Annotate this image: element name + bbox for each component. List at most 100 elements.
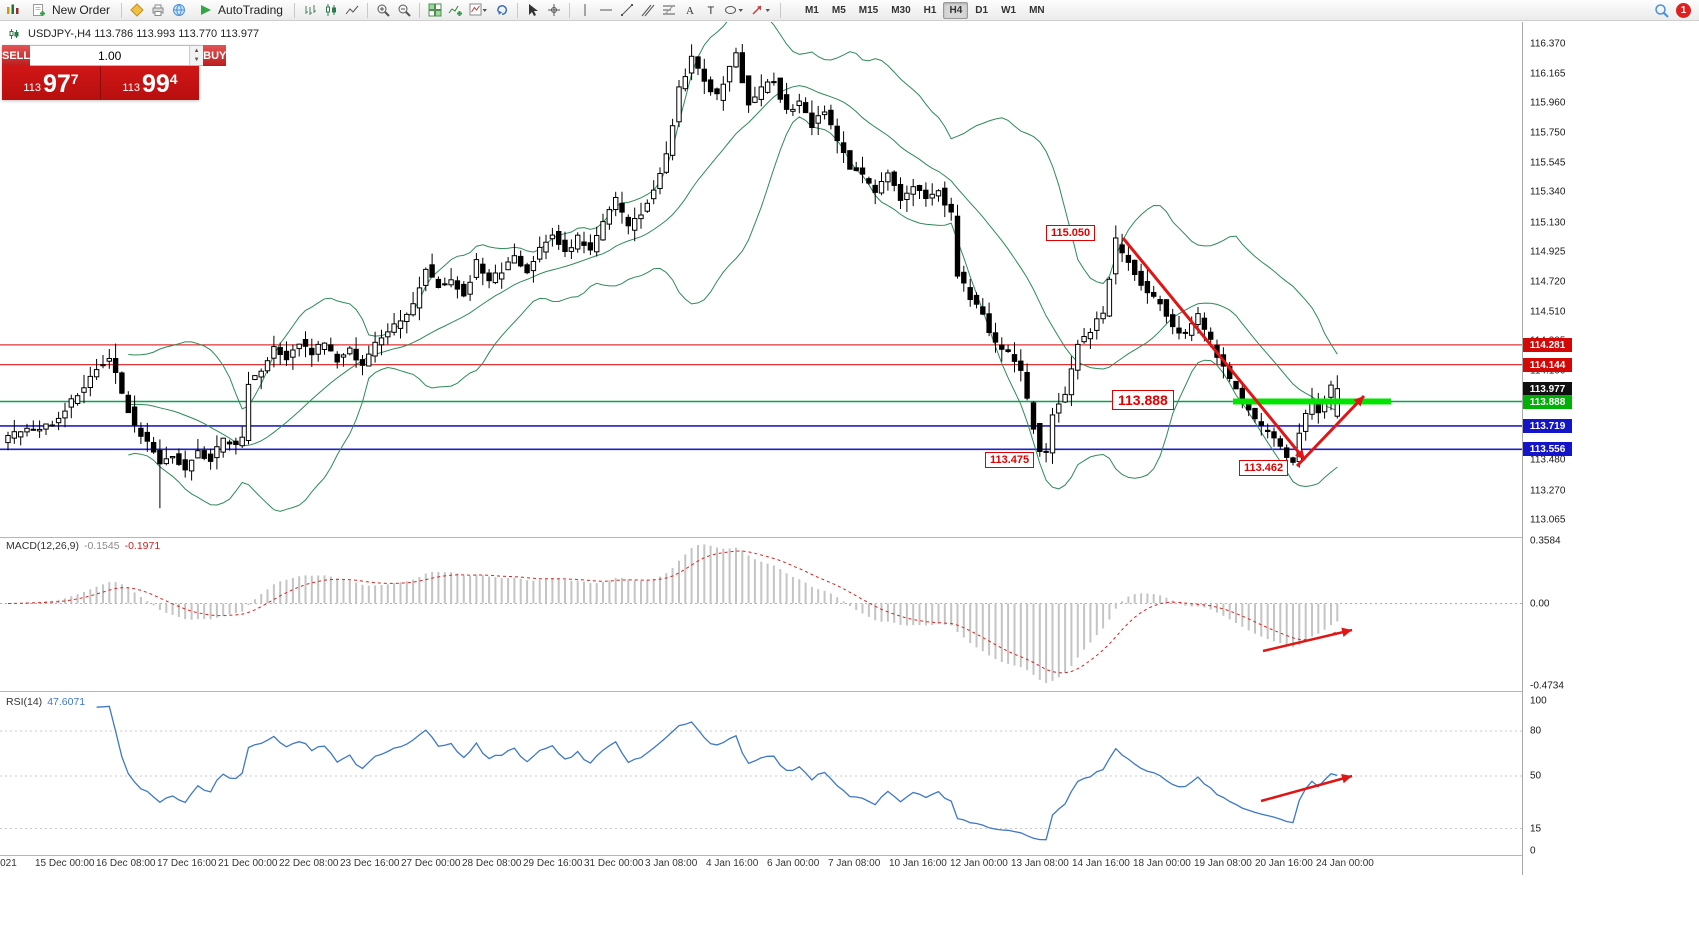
macd-name: MACD(12,26,9) [6, 540, 79, 552]
fibonacci-tool-icon[interactable] [660, 2, 678, 18]
volume-increase-button[interactable]: ▲ [190, 46, 204, 56]
price-tick: 113.480 [1530, 454, 1566, 466]
rsi-indicator-panel[interactable] [0, 693, 1522, 855]
tile-windows-icon[interactable] [426, 2, 444, 18]
time-label: 10 Jan 16:00 [889, 858, 947, 869]
buy-button[interactable]: BUY [203, 45, 227, 66]
label-tool-icon[interactable]: T [702, 2, 720, 18]
time-label: 29 Dec 16:00 [523, 858, 583, 869]
bid-price-sup: 7 [70, 71, 79, 87]
candlestick-chart-icon[interactable] [322, 2, 340, 18]
timeframe-W1[interactable]: W1 [1001, 4, 1017, 16]
svg-text:T: T [707, 5, 714, 17]
time-label: 17 Dec 16:00 [157, 858, 217, 869]
volume-spinner: ▲ ▼ [189, 46, 204, 65]
timeframe-M5[interactable]: M5 [831, 4, 846, 16]
cursor-icon[interactable] [524, 2, 542, 18]
timeframe-D1[interactable]: D1 [975, 4, 989, 16]
timeframe-H1[interactable]: H1 [923, 4, 937, 16]
volume-decrease-button[interactable]: ▼ [190, 55, 204, 65]
rsi-scale-tick: 50 [1530, 770, 1542, 782]
toolbar-separator [568, 2, 570, 18]
toolbar-separator [779, 2, 781, 18]
channel-tool-icon[interactable] [639, 2, 657, 18]
trendline-tool-icon[interactable] [618, 2, 636, 18]
timeframe-H4[interactable]: H4 [943, 1, 969, 19]
bar-chart-icon[interactable] [301, 2, 319, 18]
symbol-chart-icon [5, 26, 23, 42]
timeframe-M30[interactable]: M30 [891, 4, 911, 16]
time-label: 4 Jan 16:00 [706, 858, 759, 869]
new-order-label: New Order [52, 3, 111, 17]
price-tick: 115.340 [1530, 186, 1566, 198]
trade-panel-prices: 113 97 7 113 99 4 [2, 66, 199, 100]
macd-scale-tick: -0.4734 [1530, 680, 1564, 692]
trend-arrow-2[interactable] [1295, 394, 1366, 468]
macd-label: MACD(12,26,9) -0.1545 -0.1971 [6, 540, 160, 552]
new-order-button[interactable]: New Order [25, 1, 115, 19]
zoom-out-icon[interactable] [395, 2, 413, 18]
price-tick: 113.270 [1530, 485, 1566, 497]
volume-field: ▲ ▼ [30, 45, 204, 66]
print-icon[interactable] [149, 2, 167, 18]
panel-separator[interactable] [0, 691, 1522, 692]
arrows-dropdown-icon[interactable] [750, 2, 774, 18]
timeframe-toolbar: M1 M5 M15 M30 H1 H4 D1 W1 MN [799, 1, 1051, 19]
price-tick: 114.925 [1530, 246, 1566, 258]
zoom-in-icon[interactable] [374, 2, 392, 18]
time-label: 14 Jan 16:00 [1072, 858, 1130, 869]
price-scale[interactable]: 116.370 116.165 115.960 115.750 115.545 115.3… [1522, 22, 1699, 875]
indicators-icon[interactable] [447, 2, 465, 18]
rsi-trend-arrow[interactable] [1260, 774, 1353, 803]
svg-text:A: A [686, 5, 694, 17]
notification-badge[interactable]: 1 [1676, 2, 1691, 18]
rsi-scale-tick: 0 [1530, 845, 1536, 857]
new-chart-dropdown-icon[interactable] [468, 2, 490, 18]
time-label: 13 Jan 08:00 [1011, 858, 1069, 869]
price-tick: 114.510 [1530, 306, 1566, 318]
macd-scale-tick: 0.00 [1530, 598, 1550, 610]
market-watch-icon[interactable] [128, 2, 146, 18]
macd-indicator-panel[interactable] [0, 538, 1522, 690]
symbol-ohlc-text: USDJPY-,H4 113.786 113.993 113.770 113.9… [28, 28, 260, 40]
rsi-value: 47.6071 [47, 696, 86, 708]
navigator-icon[interactable] [170, 2, 188, 18]
text-tool-icon[interactable]: A [681, 2, 699, 18]
horizontal-line-tool-icon[interactable] [597, 2, 615, 18]
vertical-line-tool-icon[interactable] [576, 2, 594, 18]
macd-trend-arrow[interactable] [1262, 627, 1353, 653]
rsi-scale-tick: 80 [1530, 725, 1542, 737]
price-level-badge: 114.281 [1523, 338, 1572, 352]
time-label: 7 Jan 08:00 [828, 858, 881, 869]
timeframe-MN[interactable]: MN [1029, 4, 1045, 16]
bid-price[interactable]: 113 97 7 [2, 66, 101, 100]
time-label: 18 Jan 00:00 [1133, 858, 1191, 869]
toolbar-right-group: 1 [1652, 2, 1695, 18]
volume-input[interactable] [30, 46, 190, 65]
shapes-dropdown-icon[interactable] [723, 2, 747, 18]
ask-price[interactable]: 113 99 4 [101, 66, 199, 100]
price-tick: 116.370 [1530, 38, 1566, 50]
rsi-scale-tick: 15 [1530, 823, 1542, 835]
time-label: 23 Dec 16:00 [340, 858, 400, 869]
toolbar-separator [121, 2, 123, 18]
main-price-chart[interactable] [0, 22, 1522, 535]
autotrading-button[interactable]: AutoTrading [191, 1, 288, 19]
search-icon[interactable] [1652, 2, 1670, 18]
timeframe-M1[interactable]: M1 [804, 4, 819, 16]
ask-price-sup: 4 [169, 71, 178, 87]
price-level-badge: 113.977 [1523, 382, 1572, 396]
line-chart-icon[interactable] [343, 2, 361, 18]
sell-button[interactable]: SELL [2, 45, 31, 66]
crosshair-icon[interactable] [545, 2, 563, 18]
time-label: 21 Dec 00:00 [218, 858, 278, 869]
timeframe-M15[interactable]: M15 [858, 4, 879, 16]
price-tick: 115.130 [1530, 217, 1566, 229]
cycle-icon[interactable] [493, 2, 511, 18]
price-tick: 116.165 [1530, 68, 1566, 80]
bollinger-lower-band [128, 116, 1338, 512]
trend-arrow-1[interactable] [1121, 237, 1307, 461]
time-label: 31 Dec 00:00 [584, 858, 644, 869]
panel-separator[interactable] [0, 537, 1522, 538]
